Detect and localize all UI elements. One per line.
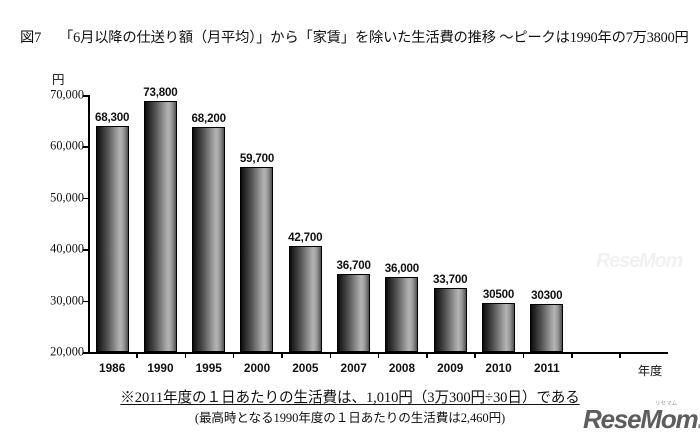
x-label-2005: 2005 (292, 361, 319, 375)
bar-slot-2005: 42,700 (281, 95, 329, 352)
bar-value-2005: 42,700 (288, 230, 323, 244)
x-label-2009: 2009 (437, 361, 464, 375)
watermark-faint: ReseMom (596, 250, 683, 272)
x-tick-mark-9 (522, 352, 525, 358)
bar-value-1990: 73,800 (143, 85, 178, 99)
x-label-2000: 2000 (243, 361, 271, 375)
y-tick-label-50000: 50,000 (50, 190, 84, 205)
bar-value-2009: 33,700 (433, 273, 468, 286)
bar-value-1995: 68,200 (191, 111, 226, 125)
y-tick-label-20000: 20,000 (50, 344, 84, 359)
y-tick-mark-40000 (83, 249, 89, 251)
bar-slot-2009: 33,700 (426, 95, 474, 352)
x-label-1995: 1995 (195, 361, 222, 375)
figure-number: 図7 (20, 30, 42, 46)
x-label-1990: 1990 (147, 361, 174, 375)
bar-2007[interactable]: 36,700 (336, 259, 371, 352)
bar-slot-2011: 30300 (523, 95, 571, 352)
bar-2005[interactable]: 42,700 (288, 231, 323, 352)
y-tick-label-70000: 70,000 (50, 87, 84, 102)
bar-1995[interactable]: 68,200 (192, 112, 226, 352)
y-tick-mark-60000 (83, 146, 89, 148)
x-label-2007: 2007 (340, 361, 367, 375)
x-tick-mark-5 (329, 352, 332, 358)
bar-value-2007: 36,700 (336, 258, 371, 272)
bar-1986[interactable]: 68,300 (95, 111, 129, 352)
x-tick-mark-10 (571, 352, 573, 358)
bar-slot-2010: 30500 (474, 95, 522, 352)
bar-2000[interactable]: 59,700 (240, 152, 274, 352)
bar-chart: 円 20,000 30,000 40,000 50,000 60,000 70,… (0, 60, 700, 380)
bar-slot-1995: 68,200 (185, 95, 233, 352)
bar-value-1986: 68,300 (94, 111, 130, 125)
x-label-2011: 2011 (534, 361, 560, 375)
bar-slot-2000: 59,700 (233, 95, 281, 352)
bar-value-2010: 30500 (482, 288, 515, 301)
bar-value-2011: 30300 (531, 288, 563, 302)
y-tick-mark-20000 (83, 352, 89, 354)
y-axis-unit-label: 円 (52, 73, 65, 87)
x-tick-mark-4 (281, 352, 283, 358)
x-tick-mark-2 (184, 352, 187, 358)
x-tick-mark-8 (474, 352, 476, 358)
bar-value-2008: 36,000 (384, 262, 420, 276)
footnote-line-2: (最高時となる1990年度の１日あたりの生活費は2,460円) (194, 411, 506, 425)
bar-value-2000: 59,700 (239, 151, 275, 165)
y-tick-mark-70000 (83, 95, 89, 97)
x-tick-mark-7 (426, 352, 428, 358)
figure-title-text: 「6月以降の仕送り額（月平均）」から「家賃」を除いた生活費の推移 ～ピークは19… (59, 30, 689, 46)
y-tick-label-30000: 30,000 (50, 293, 84, 308)
x-tick-mark-6 (377, 352, 380, 358)
bar-2011[interactable]: 30300 (530, 289, 564, 352)
watermark-ruby-text: リセマム (655, 401, 678, 407)
bar-2008[interactable]: 36,000 (385, 262, 419, 352)
footnote-line-1: ※2011年度の１日あたりの生活費は、1,010円（3万300円÷30日）である (120, 390, 580, 406)
x-tick-mark-1 (136, 352, 138, 358)
bar-slot-1990: 73,800 (136, 86, 184, 352)
y-tick-mark-30000 (83, 300, 89, 303)
y-tick-mark-50000 (83, 197, 89, 200)
y-tick-label-40000: 40,000 (50, 241, 84, 256)
bar-slot-2008: 36,000 (378, 95, 426, 352)
bar-slot-2007: 36,700 (330, 95, 378, 352)
x-tick-mark-11 (619, 352, 621, 358)
footnote: ※2011年度の１日あたりの生活費は、1,010円（3万300円÷30日）である… (0, 388, 700, 428)
y-tick-label-60000: 60,000 (50, 138, 84, 153)
x-label-2008: 2008 (388, 361, 416, 375)
watermark-resemom: ReseMom. (583, 404, 700, 435)
bar-slot-1986: 68,300 (88, 95, 136, 352)
x-label-2010: 2010 (485, 361, 512, 375)
watermark-text: ReseMom (583, 404, 699, 434)
x-tick-mark-3 (232, 352, 235, 358)
x-label-1986: 1986 (99, 361, 126, 375)
figure-title: 図7 「6月以降の仕送り額（月平均）」から「家賃」を除いた生活費の推移 ～ピークは… (20, 28, 689, 48)
x-axis-title: 年度 (637, 364, 663, 378)
plot-area: 68,300 73,800 68,200 59,700 42,700 36,70 (83, 86, 668, 378)
bar-2009[interactable]: 33,700 (433, 273, 468, 352)
bar-1990[interactable]: 73,800 (143, 86, 178, 352)
y-axis-tick-labels: 20,000 30,000 40,000 50,000 60,000 70,00… (18, 88, 84, 359)
y-axis-line (88, 95, 90, 352)
bar-2010[interactable]: 30500 (481, 288, 515, 352)
watermark-dot: . (697, 404, 700, 434)
